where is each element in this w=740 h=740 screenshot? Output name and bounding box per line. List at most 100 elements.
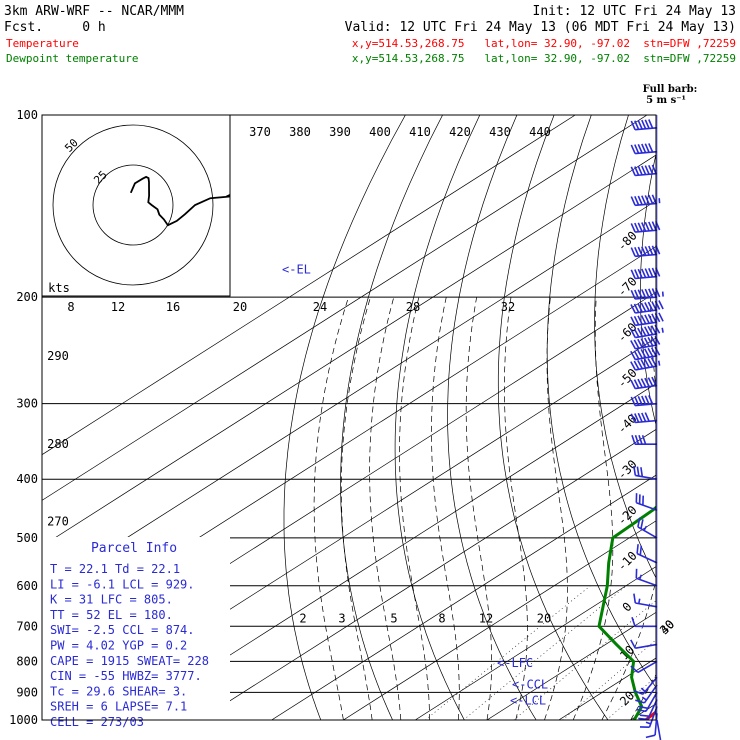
temperature-label: Temperature <box>6 37 79 50</box>
barb-flag <box>651 288 657 298</box>
barb-flag <box>644 377 650 387</box>
wind-barb <box>630 220 661 233</box>
wind-barb <box>630 267 661 280</box>
pressure-label: 700 <box>16 619 38 633</box>
barb-flag <box>647 377 654 387</box>
wind-barb <box>656 719 662 740</box>
mixing-ratio-line <box>665 586 740 720</box>
wind-barb <box>630 312 664 327</box>
dry-adiabat-line <box>685 115 740 720</box>
barb-flag <box>633 379 640 389</box>
barb-flag <box>637 303 643 313</box>
barb-flag <box>644 165 650 175</box>
barb-flag <box>634 413 640 423</box>
barb-flag <box>633 315 640 326</box>
mixing-ratio-label: 5 <box>390 611 397 625</box>
barb-flag <box>644 288 650 299</box>
wind-barb <box>630 376 658 390</box>
hodograph-trace <box>129 175 230 227</box>
barb-flag <box>651 194 657 204</box>
mixing-ratio-label: 20 <box>537 611 551 625</box>
moist-adiabat-line <box>659 297 740 720</box>
isotherm-line <box>271 474 656 720</box>
moist-adiabat-line <box>313 296 349 720</box>
barb-flag <box>634 269 640 279</box>
hodograph-unit-label: kts <box>48 281 70 295</box>
barb-flag <box>637 360 644 370</box>
barb-staff <box>635 419 658 424</box>
isotherm-line <box>558 657 656 720</box>
barb-flag <box>644 314 650 324</box>
barb-flag <box>658 312 664 322</box>
barb-flag <box>636 544 639 554</box>
hodograph-speed-label: 8 <box>67 300 74 314</box>
wind-barb <box>630 245 661 258</box>
isotherm-line <box>42 154 656 547</box>
theta-left-label: 280 <box>47 437 69 451</box>
barb-flag <box>631 434 636 445</box>
barb-flag <box>644 221 650 232</box>
wind-barb <box>630 660 658 674</box>
theta-label: 400 <box>369 125 391 139</box>
dry-adiabat-line <box>447 115 537 720</box>
mixing-ratio-label: 3 <box>338 611 345 625</box>
barb-flag <box>647 301 654 311</box>
theta-label: 420 <box>449 125 471 139</box>
moist-adiabat-line <box>544 297 568 720</box>
barb-flag <box>633 350 640 360</box>
barb-flag <box>643 358 650 368</box>
barb-flag <box>639 714 650 717</box>
barb-flag <box>631 617 636 627</box>
barb-flag <box>641 165 647 175</box>
barb-staff <box>635 275 658 280</box>
barb-half-flag <box>638 574 643 580</box>
barb-half-flag <box>643 525 648 531</box>
barb-staff <box>635 474 658 480</box>
wind-barb <box>638 699 658 721</box>
mixing-ratio-line <box>463 585 627 720</box>
moist-adiabat-line <box>688 297 740 720</box>
dry-adiabat-line <box>394 115 481 720</box>
barb-flag <box>651 376 657 386</box>
barb-flag <box>634 166 640 176</box>
wind-barbs <box>630 115 664 740</box>
isotherm-line <box>343 520 656 720</box>
barb-flag <box>630 144 636 154</box>
parcel-info-row: K = 31 LFC = 805. <box>50 593 173 607</box>
isotherm-label: 40 <box>657 617 677 637</box>
barb-flag <box>641 412 647 422</box>
barb-flag <box>637 338 644 348</box>
moist-adiabat-line <box>465 297 492 720</box>
wind-barb <box>630 639 658 649</box>
barb-flag <box>648 288 654 298</box>
wind-barb <box>630 300 664 314</box>
barb-flag <box>634 289 640 300</box>
wind-barb <box>630 335 661 350</box>
barb-flag <box>647 347 654 357</box>
barb-staff <box>636 501 658 511</box>
barb-flag <box>648 245 654 256</box>
hodograph-speed-label: 32 <box>501 300 515 314</box>
dry-adiabat-line <box>728 115 740 720</box>
theta-label: 410 <box>409 125 431 139</box>
barb-flag <box>637 120 643 130</box>
barb-flag <box>641 246 647 256</box>
isotherm-line <box>199 429 656 720</box>
barb-half-flag <box>641 696 647 701</box>
parcel-info-row: LI = -6.1 LCL = 929. <box>50 577 195 591</box>
wind-barb <box>630 346 661 361</box>
barb-flag <box>633 360 640 370</box>
pressure-label: 400 <box>16 472 38 486</box>
barb-flag <box>637 412 643 423</box>
barb-flag <box>638 717 648 721</box>
barb-flag <box>643 326 650 336</box>
mixing-ratio-label: 12 <box>479 611 493 625</box>
barb-flag <box>634 195 640 206</box>
barb-staff <box>635 643 658 649</box>
barb-flag <box>630 166 636 176</box>
level-markers: <-EL <-LFC <-CCL <-LCL <box>282 262 548 707</box>
barb-flag <box>658 300 664 310</box>
barb-staff <box>635 333 658 339</box>
barb-flag <box>647 358 654 368</box>
